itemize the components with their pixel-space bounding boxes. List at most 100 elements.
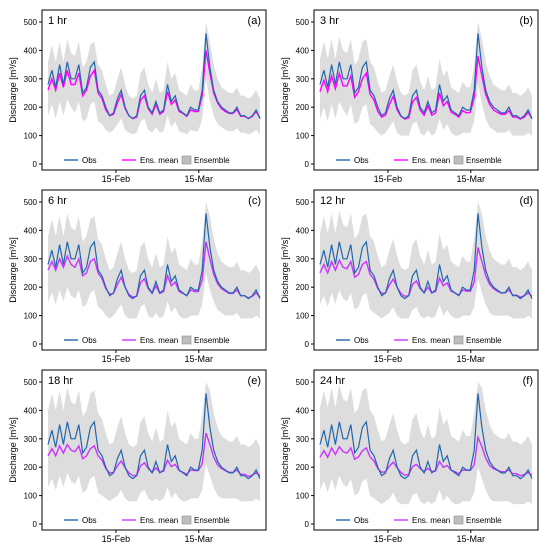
panel-title: 6 hr (48, 195, 67, 207)
ensemble-band (320, 202, 532, 319)
panel-title: 18 hr (48, 375, 73, 387)
legend-ensemble-swatch (453, 155, 464, 165)
panel-letter: (d) (520, 195, 533, 207)
legend-ensemble-label: Ensemble (194, 156, 230, 165)
legend-obs-label: Obs (354, 336, 369, 345)
legend-mean-label: Ens. mean (412, 156, 450, 165)
y-axis-label: Discharge [m³/s] (8, 417, 18, 483)
x-tick-label: 15-Mar (185, 174, 214, 184)
legend-ensemble-label: Ensemble (194, 516, 230, 525)
y-tick-label: 500 (24, 198, 38, 207)
legend-obs-label: Obs (82, 156, 97, 165)
y-axis-label: Discharge [m³/s] (8, 57, 18, 123)
y-axis-label: Discharge [m³/s] (280, 417, 290, 483)
y-tick-label: 500 (24, 378, 38, 387)
y-tick-label: 0 (33, 520, 38, 529)
legend-obs-label: Obs (354, 516, 369, 525)
ens-mean-line (47, 50, 261, 120)
obs-line (47, 393, 261, 480)
panel-title: 3 hr (320, 15, 339, 27)
obs-line (319, 393, 533, 480)
y-tick-label: 400 (24, 46, 38, 55)
y-tick-label: 200 (296, 283, 310, 292)
x-tick-label: 15-Feb (102, 354, 131, 364)
y-tick-label: 300 (296, 75, 310, 84)
panel-e: 0 100 200 300 400 500 15-Feb 15-Mar Discharge [m… (8, 369, 267, 544)
x-tick-label: 15-Mar (185, 354, 214, 364)
x-tick-label: 15-Feb (374, 354, 403, 364)
x-tick-label: 15-Mar (457, 354, 486, 364)
panel-letter: (e) (248, 375, 261, 387)
obs-line (47, 213, 261, 300)
y-tick-label: 200 (296, 103, 310, 112)
legend-mean-label: Ens. mean (140, 156, 178, 165)
panel-a: 0 100 200 300 400 500 15-Feb 15-Mar Discharge [m… (8, 9, 267, 184)
y-tick-label: 100 (296, 492, 310, 501)
panel-letter: (c) (248, 195, 261, 207)
panel-c: 0 100 200 300 400 500 15-Feb 15-Mar Discharge [m… (8, 189, 267, 364)
legend-ensemble-swatch (181, 515, 192, 525)
y-tick-label: 500 (296, 378, 310, 387)
x-tick-label: 15-Mar (457, 534, 486, 544)
legend-obs-label: Obs (354, 156, 369, 165)
ensemble-band (320, 22, 532, 136)
ensemble-band (48, 382, 260, 502)
legend-ensemble-swatch (181, 155, 192, 165)
panel-d: 0 100 200 300 400 500 15-Feb 15-Mar Discharge [m… (280, 189, 539, 364)
legend-ensemble-label: Ensemble (466, 516, 502, 525)
y-tick-label: 300 (296, 255, 310, 264)
ens-mean-line (319, 247, 533, 298)
panel-letter: (f) (523, 375, 533, 387)
legend-ensemble-label: Ensemble (466, 156, 502, 165)
x-tick-label: 15-Mar (185, 534, 214, 544)
y-tick-label: 300 (24, 75, 38, 84)
panel-b: 0 100 200 300 400 500 15-Feb 15-Mar Discharge [m… (280, 9, 539, 184)
panel-f: 0 100 200 300 400 500 15-Feb 15-Mar Discharge [m… (280, 369, 539, 544)
panel-title: 12 hr (320, 195, 345, 207)
legend-ensemble-label: Ensemble (194, 336, 230, 345)
y-tick-label: 0 (305, 160, 310, 169)
y-tick-label: 0 (33, 160, 38, 169)
y-tick-label: 500 (296, 18, 310, 27)
x-tick-label: 15-Mar (457, 174, 486, 184)
obs-line (47, 33, 261, 120)
y-tick-label: 400 (296, 226, 310, 235)
y-tick-label: 200 (24, 103, 38, 112)
y-tick-label: 400 (24, 406, 38, 415)
obs-line (319, 213, 533, 300)
x-tick-label: 15-Feb (374, 174, 403, 184)
x-tick-label: 15-Feb (102, 534, 131, 544)
panel-title: 24 hr (320, 375, 345, 387)
y-tick-label: 100 (24, 492, 38, 501)
y-tick-label: 400 (296, 46, 310, 55)
x-tick-label: 15-Feb (102, 174, 131, 184)
y-tick-label: 500 (24, 18, 38, 27)
legend-ensemble-swatch (453, 335, 464, 345)
y-tick-label: 0 (33, 340, 38, 349)
legend-obs-label: Obs (82, 336, 97, 345)
ens-mean-line (319, 55, 533, 120)
legend-ensemble-swatch (453, 515, 464, 525)
legend-ensemble-swatch (181, 335, 192, 345)
x-tick-label: 15-Feb (374, 534, 403, 544)
y-tick-label: 300 (296, 435, 310, 444)
y-axis-label: Discharge [m³/s] (280, 237, 290, 303)
legend-mean-label: Ens. mean (412, 516, 450, 525)
panel-letter: (b) (520, 15, 533, 27)
y-tick-label: 200 (24, 463, 38, 472)
y-tick-label: 500 (296, 198, 310, 207)
y-tick-label: 200 (296, 463, 310, 472)
legend-mean-label: Ens. mean (140, 336, 178, 345)
y-tick-label: 300 (24, 435, 38, 444)
y-tick-label: 300 (24, 255, 38, 264)
legend-ensemble-label: Ensemble (466, 336, 502, 345)
ensemble-band (48, 202, 260, 319)
y-tick-label: 100 (24, 132, 38, 141)
y-tick-label: 400 (296, 406, 310, 415)
panel-letter: (a) (248, 15, 261, 27)
legend-mean-label: Ens. mean (412, 336, 450, 345)
y-tick-label: 200 (24, 283, 38, 292)
y-tick-label: 0 (305, 520, 310, 529)
ens-mean-line (47, 241, 261, 299)
